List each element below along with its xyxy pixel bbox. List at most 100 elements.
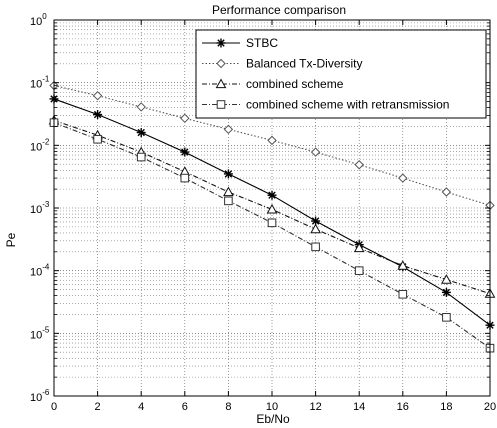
y-tick-label: 100 bbox=[30, 12, 47, 28]
diamond-shape bbox=[180, 113, 190, 124]
legend-label: combined scheme bbox=[246, 77, 344, 91]
data-point bbox=[223, 169, 233, 179]
data-point bbox=[180, 173, 190, 183]
data-point bbox=[354, 160, 364, 170]
data-point bbox=[310, 147, 321, 157]
data-point bbox=[267, 218, 277, 228]
legend-marker bbox=[216, 38, 226, 48]
x-tick-label: 6 bbox=[182, 401, 188, 413]
diamond-shape bbox=[267, 135, 277, 146]
y-tick-label: 10-4 bbox=[30, 263, 50, 279]
diamond-shape bbox=[92, 90, 103, 101]
chart-title: Performance comparison bbox=[212, 3, 346, 17]
legend-marker bbox=[216, 58, 226, 69]
y-tick-label: 10-3 bbox=[30, 200, 50, 216]
y-tick-label: 10-1 bbox=[30, 75, 50, 91]
star-stroke bbox=[217, 39, 225, 47]
diamond-shape bbox=[223, 124, 234, 135]
legend-box bbox=[195, 29, 487, 119]
data-point bbox=[441, 187, 452, 197]
data-point bbox=[223, 186, 234, 197]
triangle-shape bbox=[397, 260, 409, 270]
data-point bbox=[311, 242, 320, 252]
x-tick-label: 16 bbox=[397, 401, 409, 413]
data-point bbox=[398, 289, 408, 299]
triangle-shape bbox=[310, 223, 321, 234]
square-shape bbox=[267, 218, 277, 228]
legend-label: STBC bbox=[246, 36, 278, 50]
data-point bbox=[267, 135, 277, 146]
data-point bbox=[398, 173, 408, 183]
legend: STBC Balanced Tx-Diversity combined scheme… bbox=[195, 29, 487, 119]
square-shape bbox=[311, 242, 320, 252]
data-point bbox=[267, 190, 277, 200]
x-tick-label: 4 bbox=[138, 401, 144, 413]
x-tick-label: 8 bbox=[225, 401, 231, 413]
legend-item: combined scheme bbox=[202, 77, 344, 91]
data-point bbox=[354, 266, 364, 275]
legend-label: combined scheme with retransmission bbox=[246, 98, 449, 112]
star-stroke bbox=[224, 170, 233, 178]
legend-marker bbox=[216, 100, 226, 109]
data-point bbox=[397, 260, 409, 270]
y-tick-label: 10-6 bbox=[30, 388, 50, 404]
data-point bbox=[92, 90, 103, 101]
data-point bbox=[266, 203, 278, 214]
star-stroke bbox=[181, 148, 189, 156]
series-line bbox=[53, 119, 491, 295]
star-stroke bbox=[442, 288, 451, 297]
triangle-shape bbox=[441, 274, 452, 284]
data-point bbox=[180, 113, 190, 124]
legend-item: STBC bbox=[202, 36, 278, 50]
star-stroke bbox=[93, 110, 102, 119]
x-axis-label: Eb/No bbox=[256, 412, 290, 426]
triangle-shape bbox=[266, 203, 278, 214]
diamond-shape bbox=[136, 102, 146, 112]
square-shape bbox=[216, 100, 226, 109]
diamond-shape bbox=[398, 173, 408, 183]
square-shape bbox=[93, 134, 102, 144]
data-point bbox=[180, 147, 190, 157]
data-point bbox=[353, 242, 365, 253]
triangle-shape bbox=[215, 78, 227, 89]
series-layer bbox=[48, 80, 496, 353]
legend-item: Balanced Tx-Diversity bbox=[202, 57, 362, 71]
square-shape bbox=[136, 152, 146, 162]
data-point bbox=[136, 102, 146, 112]
x-tick-label: 0 bbox=[51, 401, 57, 413]
diamond-shape bbox=[216, 58, 226, 69]
data-point bbox=[136, 128, 146, 138]
legend-item: combined scheme with retransmission bbox=[202, 98, 449, 112]
y-tick-label: 10-5 bbox=[30, 325, 50, 341]
data-point bbox=[441, 287, 451, 297]
x-tick-label: 2 bbox=[95, 401, 101, 413]
y-axis-label: Pe bbox=[4, 232, 18, 247]
data-point bbox=[93, 134, 102, 144]
legend-label: Balanced Tx-Diversity bbox=[246, 57, 362, 71]
square-shape bbox=[398, 289, 408, 299]
data-point bbox=[310, 223, 321, 234]
star-stroke bbox=[311, 217, 320, 225]
x-tick-label: 14 bbox=[353, 401, 365, 413]
data-point bbox=[441, 274, 452, 284]
square-shape bbox=[442, 313, 451, 322]
x-tick-label: 10 bbox=[266, 401, 278, 413]
square-shape bbox=[224, 196, 233, 206]
x-tick-label: 18 bbox=[440, 401, 452, 413]
star-stroke bbox=[268, 191, 276, 199]
triangle-shape bbox=[353, 242, 365, 253]
triangle-shape bbox=[223, 186, 234, 197]
data-point bbox=[223, 124, 234, 135]
data-point bbox=[224, 196, 233, 206]
x-tick-label: 20 bbox=[484, 401, 496, 413]
diamond-shape bbox=[441, 187, 452, 197]
series-2 bbox=[49, 80, 495, 211]
x-tick-label: 12 bbox=[309, 401, 321, 413]
data-point bbox=[442, 313, 451, 322]
legend-marker bbox=[215, 78, 227, 89]
star-stroke bbox=[137, 128, 145, 137]
square-shape bbox=[180, 173, 190, 183]
diamond-shape bbox=[310, 147, 321, 157]
diamond-shape bbox=[354, 160, 364, 170]
square-shape bbox=[354, 266, 364, 275]
